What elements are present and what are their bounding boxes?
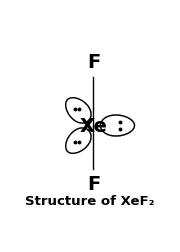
Polygon shape [66, 98, 91, 123]
Text: F: F [87, 53, 100, 72]
Text: Structure of XeF₂: Structure of XeF₂ [25, 195, 155, 208]
Polygon shape [100, 116, 134, 136]
Polygon shape [66, 129, 91, 154]
Text: Xe: Xe [80, 116, 107, 136]
Text: F: F [87, 175, 100, 194]
